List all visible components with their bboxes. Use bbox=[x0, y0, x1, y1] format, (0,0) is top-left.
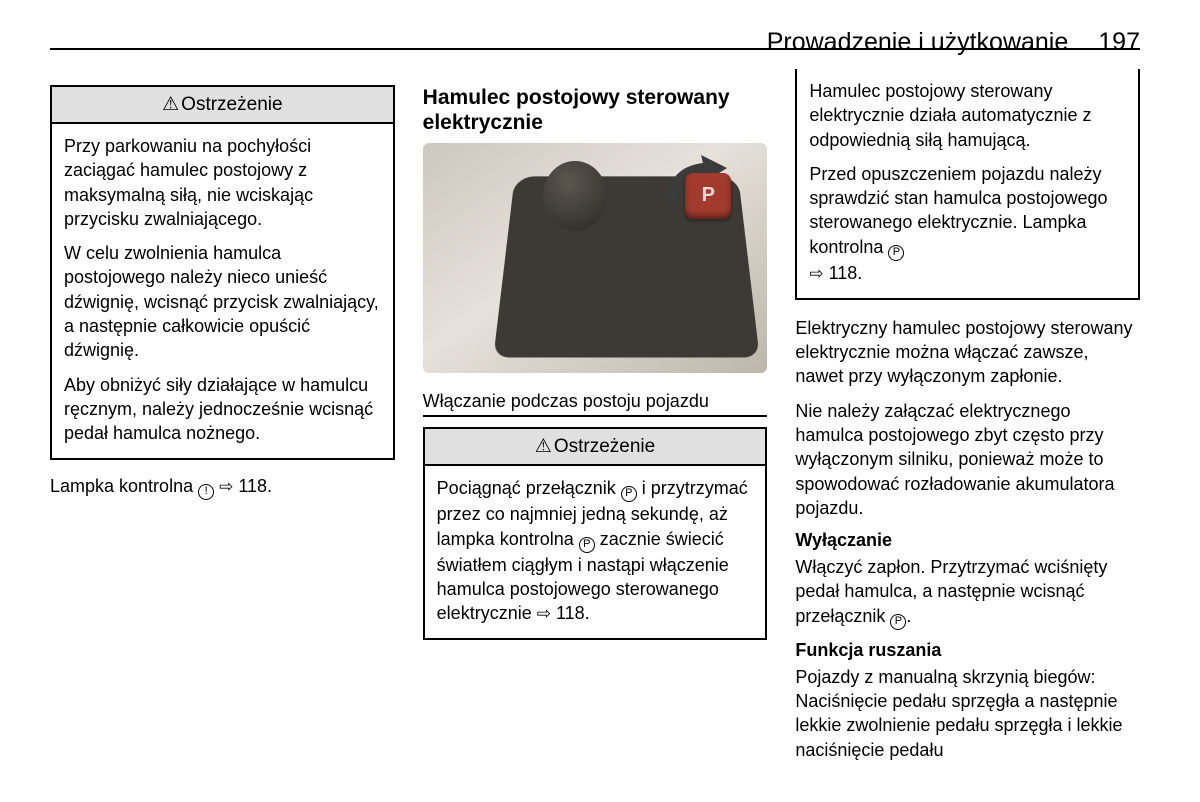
warning-paragraph: Hamulec postojowy sterowany elektrycznie… bbox=[809, 79, 1126, 152]
warning-paragraph: Przed opuszczeniem pojazdu należy sprawd… bbox=[809, 162, 1126, 286]
warning-paragraph: W celu zwolnienia hamulca postojowego na… bbox=[64, 241, 381, 362]
text-fragment: . bbox=[906, 606, 911, 626]
text-fragment: Przed opuszczeniem pojazdu należy sprawd… bbox=[809, 164, 1107, 257]
warning-paragraph: Aby obniżyć siły działające w hamulcu rę… bbox=[64, 373, 381, 446]
warning-paragraph: Pociągnąć przełącznik i przytrzymać prze… bbox=[437, 476, 754, 626]
parking-brake-illustration bbox=[423, 143, 768, 373]
warning-triangle-icon: ⚠ bbox=[162, 94, 179, 115]
warning-title: Ostrzeżenie bbox=[554, 436, 655, 457]
warning-heading: ⚠Ostrzeżenie bbox=[425, 429, 766, 466]
warning-continuation-box: Hamulec postojowy sterowany elektrycznie… bbox=[795, 69, 1140, 300]
warning-body: Pociągnąć przełącznik i przytrzymać prze… bbox=[425, 466, 766, 638]
body-text: Lampka kontrolna ⇨ 118. bbox=[50, 474, 395, 500]
warning-paragraph: Przy parkowaniu na pochyłości zaciągać h… bbox=[64, 134, 381, 231]
section-title: Prowadzenie i użytkowanie bbox=[767, 28, 1069, 57]
text-fragment: Włączyć zapłon. Przytrzymać wciśnięty pe… bbox=[795, 557, 1107, 626]
page-reference: 118. bbox=[238, 476, 272, 496]
column-right: Hamulec postojowy sterowany elektrycznie… bbox=[795, 85, 1140, 772]
page-number: 197 bbox=[1098, 28, 1140, 57]
body-text: Nie należy załączać elektrycznego hamulc… bbox=[795, 399, 1140, 520]
subsection-heading: Hamulec postojowy sterowany elektrycznie bbox=[423, 85, 768, 135]
warning-triangle-icon: ⚠ bbox=[535, 436, 552, 457]
reference-arrow-icon: ⇨ bbox=[809, 264, 823, 283]
manual-page: Prowadzenie i użytkowanie 197 ⚠Ostrzeżen… bbox=[0, 0, 1200, 802]
warning-continuation-body: Hamulec postojowy sterowany elektrycznie… bbox=[797, 69, 1138, 298]
body-text: Włączyć zapłon. Przytrzymać wciśnięty pe… bbox=[795, 555, 1140, 630]
parking-p-icon bbox=[579, 537, 595, 553]
subsection-subheading: Włączanie podczas postoju pojazdu bbox=[423, 391, 768, 417]
gear-knob-shape bbox=[543, 161, 607, 231]
parking-brake-switch-icon bbox=[685, 173, 731, 219]
paragraph-heading: Funkcja ruszania bbox=[795, 640, 1140, 661]
text-fragment: Lampka kontrolna bbox=[50, 476, 198, 496]
body-text: Elektryczny hamulec postojowy sterowany … bbox=[795, 316, 1140, 389]
reference-arrow-icon: ⇨ bbox=[219, 477, 233, 496]
reference-arrow-icon: ⇨ bbox=[537, 604, 551, 623]
column-middle: Hamulec postojowy sterowany elektrycznie… bbox=[423, 85, 768, 772]
warning-heading: ⚠Ostrzeżenie bbox=[52, 87, 393, 124]
warning-box: ⚠Ostrzeżenie Przy parkowaniu na pochyłoś… bbox=[50, 85, 395, 460]
text-fragment: Pociągnąć przełącznik bbox=[437, 478, 621, 498]
parking-p-icon bbox=[621, 486, 637, 502]
header-rule bbox=[50, 48, 1140, 50]
page-reference: 118. bbox=[829, 263, 863, 283]
warning-title: Ostrzeżenie bbox=[181, 94, 282, 115]
body-text: Pojazdy z manualną skrzynią biegów: Naci… bbox=[795, 665, 1140, 762]
parking-p-icon bbox=[890, 614, 906, 630]
warning-box: ⚠Ostrzeżenie Pociągnąć przełącznik i prz… bbox=[423, 427, 768, 640]
page-header: Prowadzenie i użytkowanie 197 bbox=[50, 28, 1140, 63]
parking-p-icon bbox=[888, 245, 904, 261]
page-reference: 118. bbox=[556, 603, 590, 623]
warning-body: Przy parkowaniu na pochyłości zaciągać h… bbox=[52, 124, 393, 458]
column-left: ⚠Ostrzeżenie Przy parkowaniu na pochyłoś… bbox=[50, 85, 395, 772]
brake-warning-icon bbox=[198, 484, 214, 500]
content-columns: ⚠Ostrzeżenie Przy parkowaniu na pochyłoś… bbox=[50, 85, 1140, 772]
paragraph-heading: Wyłączanie bbox=[795, 530, 1140, 551]
